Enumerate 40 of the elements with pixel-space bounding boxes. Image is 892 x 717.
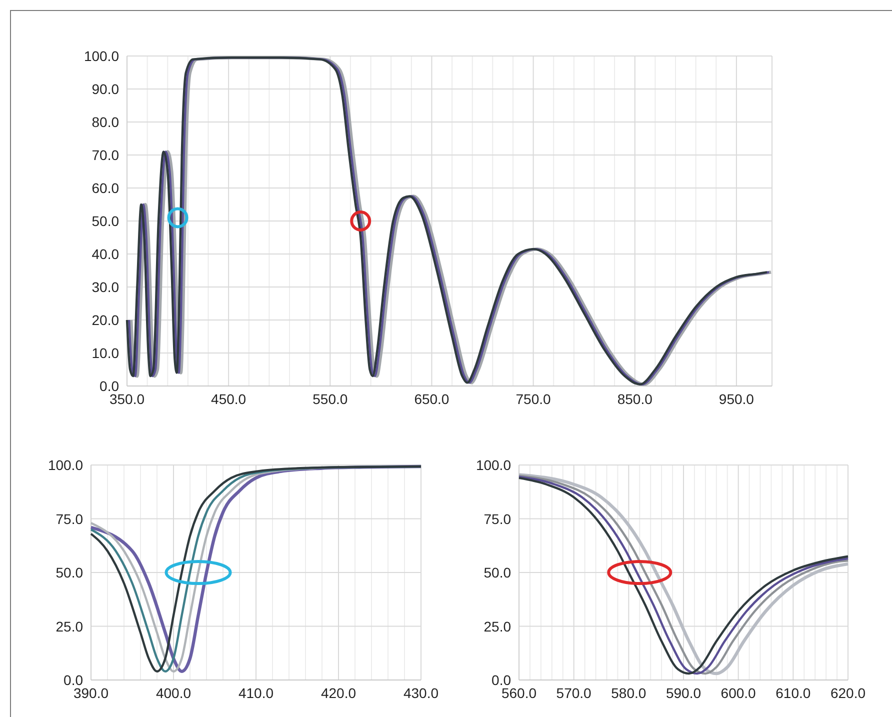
y-tick-label: 0.0 [64,672,84,688]
y-tick-label: 20.0 [92,312,120,328]
y-tick-label: 30.0 [92,279,120,295]
x-tick-label: 950.0 [718,391,754,407]
x-tick-label: 430.0 [403,685,439,701]
x-tick-label: 600.0 [720,685,756,701]
y-tick-label: 90.0 [92,81,120,97]
y-tick-label: 75.0 [56,510,84,527]
x-tick-label: 450.0 [211,391,246,407]
x-tick-label: 750.0 [516,391,552,407]
y-tick-label: 50.0 [92,213,120,229]
y-tick-label: 100.0 [48,457,84,473]
y-tick-label: 40.0 [92,246,120,262]
x-tick-label: 620.0 [830,685,866,701]
y-tick-label: 0.0 [100,378,120,394]
x-tick-label: 420.0 [320,685,356,701]
y-tick-label: 50.0 [56,564,84,580]
y-tick-label: 50.0 [484,564,512,580]
x-tick-label: 400.0 [156,685,192,701]
x-tick-label: 350.0 [109,391,145,407]
y-tick-label: 0.0 [492,672,512,688]
y-tick-label: 70.0 [92,147,120,163]
x-tick-label: 850.0 [617,391,653,407]
y-tick-label: 80.0 [92,114,120,130]
x-tick-label: 390.0 [73,685,109,701]
x-tick-label: 570.0 [556,685,592,701]
x-tick-label: 650.0 [414,391,450,407]
x-tick-label: 410.0 [238,685,274,701]
x-tick-label: 550.0 [312,391,348,407]
y-tick-label: 25.0 [484,618,512,634]
x-tick-label: 610.0 [776,685,811,701]
y-tick-label: 75.0 [484,510,512,527]
x-tick-label: 590.0 [666,685,702,701]
y-tick-label: 10.0 [92,345,120,361]
y-tick-label: 100.0 [476,457,512,473]
x-tick-label: 560.0 [501,685,537,701]
y-tick-label: 60.0 [92,180,120,196]
y-tick-label: 25.0 [56,618,84,634]
x-tick-label: 580.0 [611,685,646,701]
y-tick-label: 100.0 [84,48,120,64]
